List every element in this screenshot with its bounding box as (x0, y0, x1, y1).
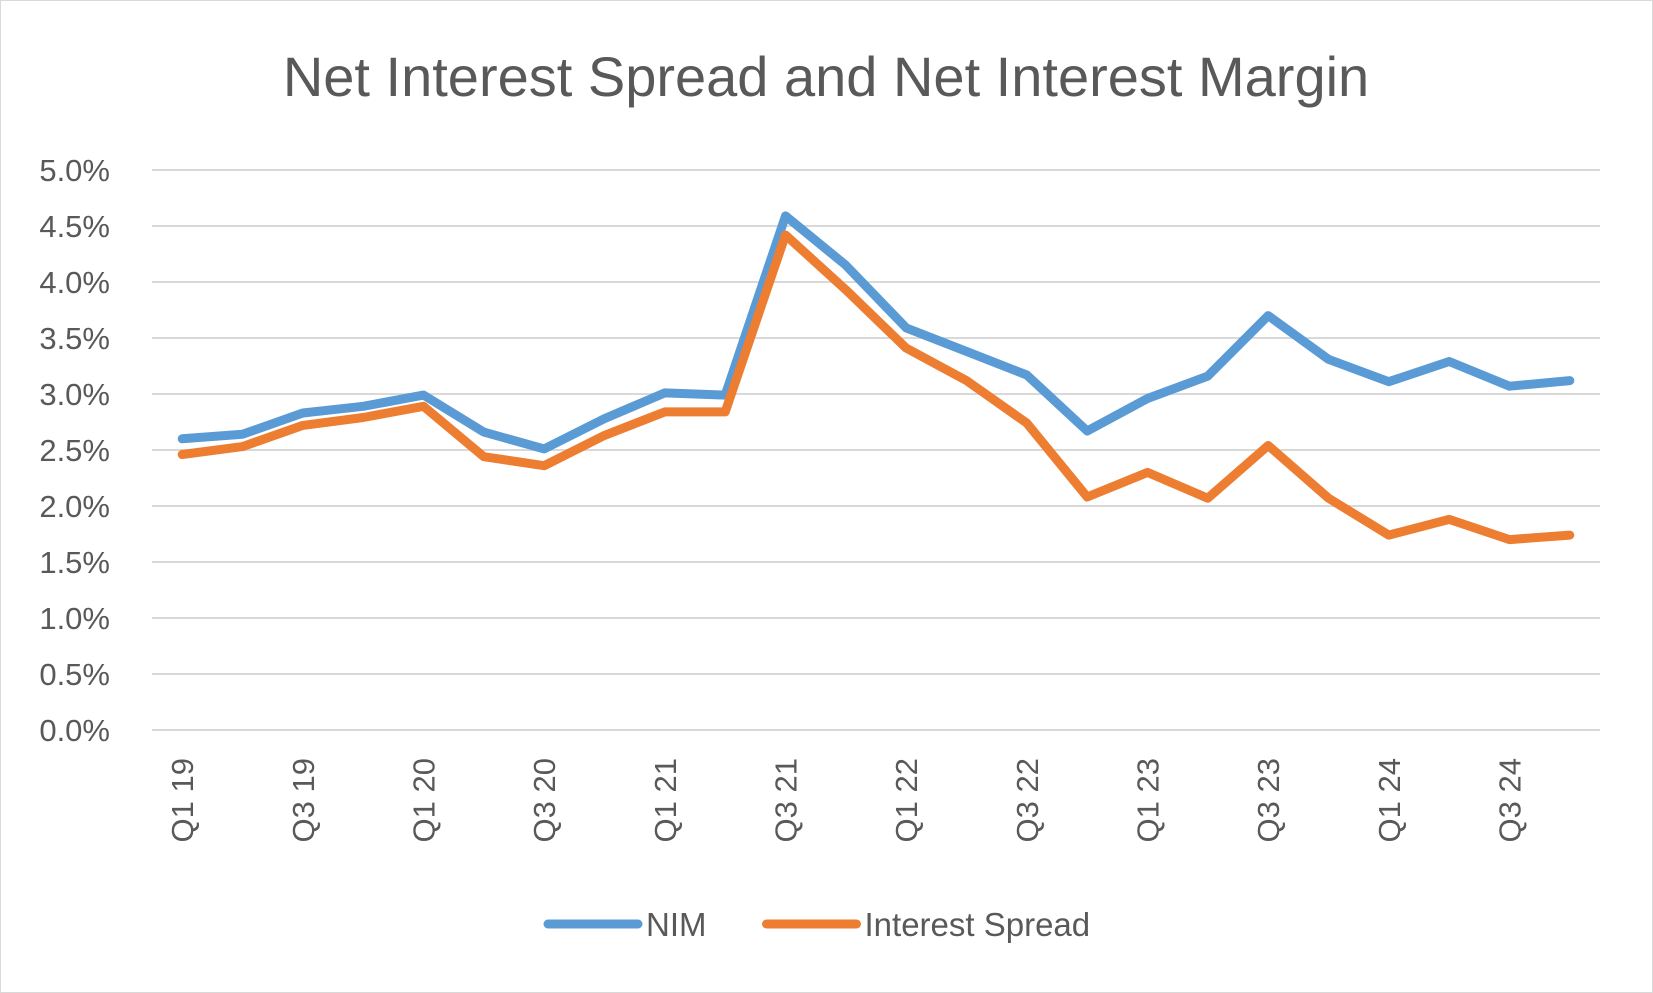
y-tick-label: 3.5% (39, 321, 110, 356)
gridlines (152, 169, 1600, 731)
y-tick-label: 5.0% (39, 153, 110, 188)
series-line-interest-spread (177, 230, 1575, 545)
y-tick-label: 2.0% (39, 489, 110, 524)
x-tick-label: Q3 22 (1010, 758, 1045, 842)
y-tick-label: 0.5% (39, 657, 110, 692)
legend: NIM Interest Spread (543, 906, 1091, 943)
y-tick-label: 2.5% (39, 433, 110, 468)
x-tick-label: Q1 23 (1131, 758, 1166, 842)
legend-label-interest-spread: Interest Spread (865, 906, 1091, 943)
y-tick-label: 1.0% (39, 601, 110, 636)
x-tick-label: Q1 22 (889, 758, 924, 842)
y-tick-label: 4.0% (39, 265, 110, 300)
x-tick-label: Q1 21 (648, 758, 683, 842)
x-tick-label: Q3 24 (1493, 758, 1528, 842)
x-tick-label: Q3 23 (1251, 758, 1286, 842)
x-axis-ticks: Q1 19 Q3 19 Q1 20 Q3 20 Q1 21 Q3 21 Q1 22 Q3 22… (165, 758, 1527, 842)
y-tick-label: 4.5% (39, 209, 110, 244)
chart-title: Net Interest Spread and Net Interest Mar… (283, 45, 1369, 108)
y-tick-label: 3.0% (39, 377, 110, 412)
x-tick-label: Q1 20 (407, 758, 442, 842)
x-tick-label: Q3 20 (527, 758, 562, 842)
y-tick-label: 0.0% (39, 713, 110, 748)
x-tick-label: Q1 24 (1372, 758, 1407, 842)
x-tick-label: Q3 19 (286, 758, 321, 842)
series-lines (177, 211, 1575, 545)
y-axis-ticks: 0.0% 0.5% 1.0% 1.5% 2.0% 2.5% 3.0% 3.5% 4.0% 4.5%… (39, 153, 110, 748)
x-tick-label: Q1 19 (165, 758, 200, 842)
legend-label-nim: NIM (646, 906, 707, 943)
series-line-nim (177, 211, 1575, 454)
y-tick-label: 1.5% (39, 545, 110, 580)
x-tick-label: Q3 21 (769, 758, 804, 842)
